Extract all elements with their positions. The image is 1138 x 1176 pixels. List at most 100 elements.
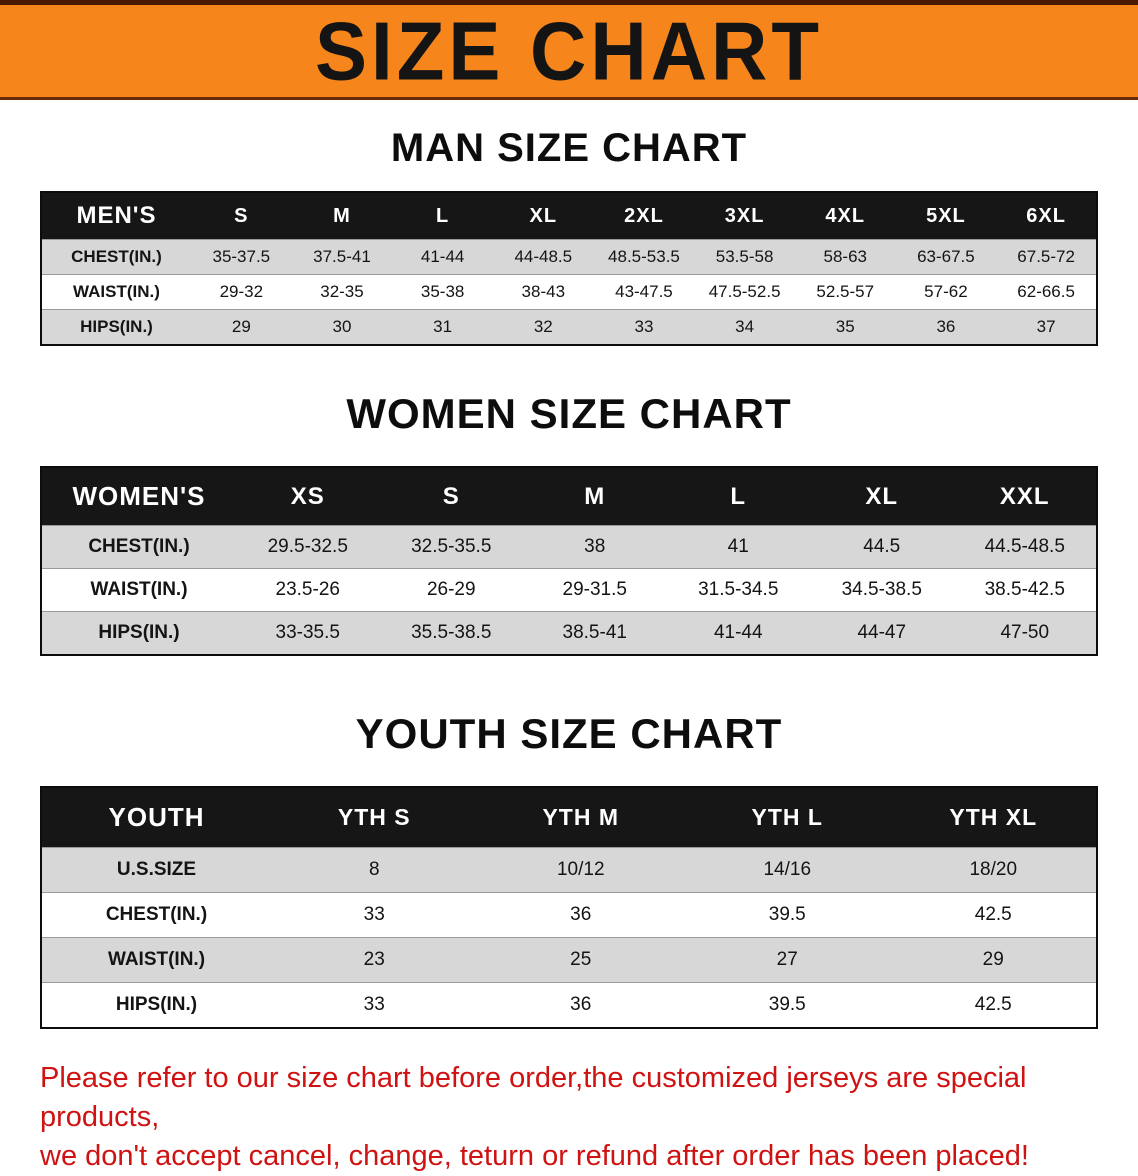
value-cell: 38 — [523, 525, 667, 569]
table-row: WAIST(IN.) 23.5-26 26-29 29-31.5 31.5-34.5 34… — [41, 568, 1097, 612]
table-title-cell: WOMEN'S — [41, 467, 236, 526]
value-cell: 44-48.5 — [492, 239, 594, 275]
value-cell: 44.5-48.5 — [953, 525, 1097, 569]
value-cell: 38.5-41 — [523, 611, 667, 655]
value-cell: 35-37.5 — [191, 239, 292, 275]
row-label-cell: CHEST(IN.) — [41, 239, 191, 275]
value-cell: 62-66.5 — [996, 274, 1097, 310]
table-title-cell: YOUTH — [41, 787, 271, 848]
value-cell: 37.5-41 — [291, 239, 393, 275]
value-cell: 27 — [684, 937, 891, 983]
footer-line-1: Please refer to our size chart before or… — [40, 1062, 1027, 1134]
row-label-cell: HIPS(IN.) — [41, 611, 236, 655]
table-row: WAIST(IN.) 29-32 32-35 35-38 38-43 43-47.5 47.… — [41, 274, 1097, 310]
value-cell: 39.5 — [684, 892, 891, 938]
value-cell: 36 — [477, 982, 684, 1028]
value-cell: 44.5 — [810, 525, 954, 569]
value-cell: 34 — [694, 309, 795, 345]
size-header-cell: M — [523, 467, 667, 526]
table-row: CHEST(IN.) 29.5-32.5 32.5-35.5 38 41 44.5 44.5… — [41, 525, 1097, 569]
size-header-cell: S — [379, 467, 523, 526]
men-section-heading: MAN SIZE CHART — [390, 126, 748, 170]
table-row: WAIST(IN.) 23 25 27 29 — [41, 937, 1097, 983]
value-cell: 23.5-26 — [236, 568, 380, 612]
value-cell: 18/20 — [890, 847, 1097, 893]
value-cell: 32-35 — [291, 274, 393, 310]
banner: SIZE CHART — [0, 0, 1138, 100]
value-cell: 29 — [890, 937, 1097, 983]
value-cell: 25 — [477, 937, 684, 983]
size-header-cell: XXL — [953, 467, 1097, 526]
row-label-cell: WAIST(IN.) — [41, 937, 271, 983]
value-cell: 63-67.5 — [895, 239, 997, 275]
value-cell: 35.5-38.5 — [379, 611, 523, 655]
size-header-cell: XL — [492, 192, 594, 240]
table-row: HIPS(IN.) 29 30 31 32 33 34 35 36 37 — [41, 309, 1097, 345]
value-cell: 44-47 — [810, 611, 954, 655]
value-cell: 35-38 — [392, 274, 493, 310]
value-cell: 36 — [895, 309, 997, 345]
table-header-row: YOUTH YTH S YTH M YTH L YTH XL — [41, 787, 1097, 848]
value-cell: 31 — [392, 309, 493, 345]
value-cell: 14/16 — [684, 847, 891, 893]
size-header-cell: M — [291, 192, 393, 240]
row-label-cell: HIPS(IN.) — [41, 982, 271, 1028]
value-cell: 33 — [271, 982, 478, 1028]
value-cell: 41 — [666, 525, 810, 569]
row-label-cell: WAIST(IN.) — [41, 568, 236, 612]
value-cell: 8 — [271, 847, 478, 893]
size-header-cell: 5XL — [895, 192, 997, 240]
value-cell: 35 — [794, 309, 896, 345]
value-cell: 23 — [271, 937, 478, 983]
value-cell: 57-62 — [895, 274, 997, 310]
size-header-cell: XL — [810, 467, 954, 526]
value-cell: 34.5-38.5 — [810, 568, 954, 612]
size-header-cell: XS — [236, 467, 380, 526]
size-header-cell: 4XL — [794, 192, 896, 240]
page-title: SIZE CHART — [315, 3, 823, 98]
value-cell: 43-47.5 — [593, 274, 695, 310]
value-cell: 38.5-42.5 — [953, 568, 1097, 612]
size-header-cell: 2XL — [593, 192, 695, 240]
value-cell: 38-43 — [492, 274, 594, 310]
size-header-cell: 6XL — [996, 192, 1097, 240]
row-label-cell: HIPS(IN.) — [41, 309, 191, 345]
value-cell: 58-63 — [794, 239, 896, 275]
table-header-row: WOMEN'S XS S M L XL XXL — [41, 467, 1097, 526]
size-header-cell: YTH XL — [890, 787, 1097, 848]
value-cell: 30 — [291, 309, 393, 345]
value-cell: 42.5 — [890, 982, 1097, 1028]
size-header-cell: 3XL — [694, 192, 795, 240]
value-cell: 41-44 — [666, 611, 810, 655]
value-cell: 26-29 — [379, 568, 523, 612]
row-label-cell: WAIST(IN.) — [41, 274, 191, 310]
men-size-table: MEN'S S M L XL 2XL 3XL 4XL 5XL 6XL CHEST(IN.) 35-37… — [40, 191, 1098, 346]
value-cell: 33 — [593, 309, 695, 345]
table-title-cell: MEN'S — [41, 192, 191, 240]
value-cell: 32 — [492, 309, 594, 345]
table-row: CHEST(IN.) 33 36 39.5 42.5 — [41, 892, 1097, 938]
women-section-heading: WOMEN SIZE CHART — [346, 390, 792, 437]
table-row: U.S.SIZE 8 10/12 14/16 18/20 — [41, 847, 1097, 893]
row-label-cell: CHEST(IN.) — [41, 525, 236, 569]
footer-note: Please refer to our size chart before or… — [40, 1059, 1098, 1176]
youth-size-table: YOUTH YTH S YTH M YTH L YTH XL U.S.SIZE 8 10/12… — [40, 786, 1098, 1029]
value-cell: 48.5-53.5 — [593, 239, 695, 275]
value-cell: 29.5-32.5 — [236, 525, 380, 569]
value-cell: 10/12 — [477, 847, 684, 893]
value-cell: 29-31.5 — [523, 568, 667, 612]
value-cell: 33 — [271, 892, 478, 938]
value-cell: 29-32 — [191, 274, 292, 310]
value-cell: 42.5 — [890, 892, 1097, 938]
size-header-cell: L — [666, 467, 810, 526]
value-cell: 31.5-34.5 — [666, 568, 810, 612]
table-row: HIPS(IN.) 33 36 39.5 42.5 — [41, 982, 1097, 1028]
value-cell: 32.5-35.5 — [379, 525, 523, 569]
table-row: CHEST(IN.) 35-37.5 37.5-41 41-44 44-48.5 48.5… — [41, 239, 1097, 275]
size-header-cell: YTH M — [477, 787, 684, 848]
value-cell: 47.5-52.5 — [694, 274, 795, 310]
value-cell: 33-35.5 — [236, 611, 380, 655]
value-cell: 52.5-57 — [794, 274, 896, 310]
value-cell: 53.5-58 — [694, 239, 795, 275]
